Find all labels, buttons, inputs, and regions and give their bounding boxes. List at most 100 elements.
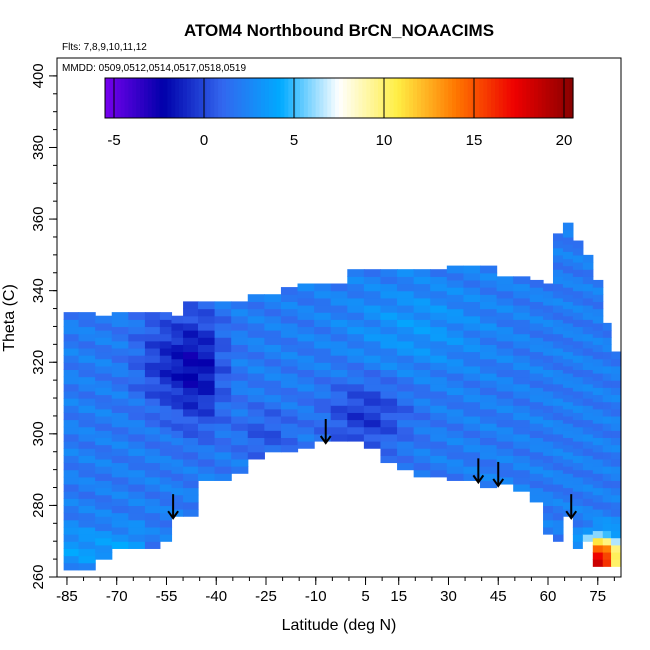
heatmap-cell [496,419,514,428]
heatmap-cell [480,408,498,417]
heatmap-cell [572,512,584,521]
heatmap-cell [159,319,173,328]
heatmap-cell [582,269,594,277]
heatmap-cell [397,326,415,335]
heatmap-cell [463,415,481,424]
heatmap-cell [144,369,161,378]
colorbar-segment [249,78,254,118]
heatmap-cell [480,287,498,295]
colorbar-segment [331,78,336,118]
heatmap-cell [264,308,282,317]
heatmap-cell [111,469,129,478]
heatmap-cell [552,412,564,421]
heatmap-cell [347,426,365,435]
heatmap-cell [582,383,594,392]
heatmap-cell [446,380,465,388]
heatmap-cell [496,383,514,392]
heatmap-cell [572,319,584,328]
heatmap-cell [543,390,554,399]
heatmap-cell [347,376,365,385]
heatmap-cell [159,526,173,535]
heatmap-cell [247,315,265,324]
heatmap-cell [529,380,544,388]
heatmap-cell [280,351,299,360]
colorbar-segment [397,78,402,118]
heatmap-cell [330,283,348,292]
heatmap-cell [95,530,113,539]
heatmap-cell [314,304,332,313]
heatmap-cell [95,451,113,460]
heatmap-cell [314,390,332,399]
heatmap-cell [198,473,216,481]
heatmap-cell [513,347,531,356]
heatmap-cell [330,326,348,335]
colorbar-segment [198,78,204,118]
colorbar-segment [557,78,562,118]
heatmap-cell [480,337,498,345]
heatmap-cell [144,383,161,392]
heatmap-cell [231,466,249,474]
colorbar-segment [214,78,219,118]
heatmap-cell [171,437,184,446]
x-tick-label: 45 [490,588,507,605]
heatmap-cell [297,347,315,356]
heatmap-cell [214,301,232,310]
x-axis-label: Latitude (deg N) [282,617,397,634]
heatmap-cell [330,333,348,342]
x-tick-label: -25 [255,588,277,605]
heatmap-cell [247,387,265,396]
heatmap-cell [446,408,465,417]
heatmap-cell [111,390,129,399]
heatmap-cell [198,458,216,467]
heatmap-cell [78,541,96,549]
heatmap-cell [572,526,584,535]
colorbar-segment [569,78,574,118]
heatmap-cell [611,458,621,467]
heatmap-cell [572,398,584,406]
heatmap-cell [95,437,113,446]
heatmap-cell [592,351,604,360]
heatmap-cell [592,322,604,331]
heatmap-cell [430,455,448,464]
heatmap-cell [144,469,161,478]
heatmap-cell [592,537,604,546]
heatmap-cell [529,294,544,302]
heatmap-cell [543,419,554,428]
heatmap-cell [280,287,299,295]
heatmap-cell [78,498,96,507]
heatmap-cell [602,430,612,439]
colorbar-segment [144,78,149,118]
heatmap-cell [397,412,415,421]
heatmap-cell [363,276,382,285]
heatmap-cell [562,372,574,381]
heatmap-cell [111,412,129,421]
heatmap-cell [159,505,173,514]
heatmap-cell [231,415,249,424]
heatmap-cell [231,315,249,324]
colorbar-tick-label: 5 [290,132,298,149]
heatmap-cell [611,351,621,360]
heatmap-cell [171,494,184,503]
heatmap-cell [446,387,465,396]
heatmap-cell [611,494,621,503]
heatmap-cell [128,333,146,342]
heatmap-cell [171,473,184,481]
heatmap-cell [380,304,398,313]
heatmap-cell [159,462,173,471]
heatmap-cell [78,469,96,478]
heatmap-cell [496,319,514,328]
x-tick-label: -40 [205,588,227,605]
heatmap-cell [144,462,161,471]
heatmap-cell [480,466,498,474]
heatmap-cell [602,480,612,489]
heatmap-cell [397,304,415,313]
colorbar-segment [495,78,500,118]
heatmap-cell [231,372,249,381]
heatmap-cell [330,297,348,306]
heatmap-cell [183,351,199,360]
heatmap-cell [562,315,574,324]
heatmap-cell [480,294,498,302]
heatmap-cell [280,337,299,345]
heatmap-cell [214,351,232,360]
heatmap-cell [314,319,332,328]
